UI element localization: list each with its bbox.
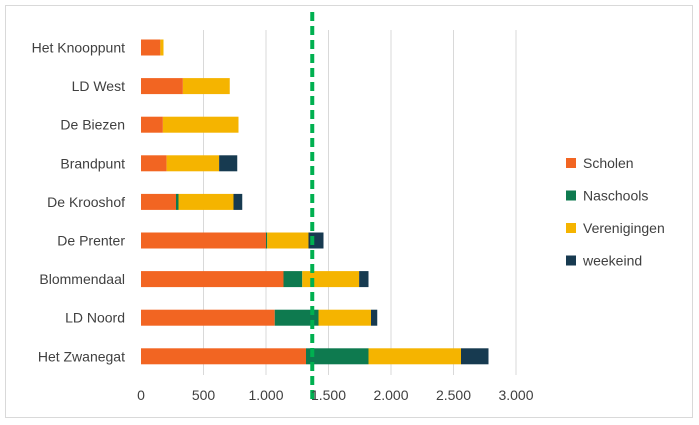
- bar-naschools-4: [176, 193, 179, 210]
- legend-label-weekeind: weekeind: [582, 253, 642, 269]
- category-label: De Biezen: [60, 117, 125, 133]
- legend-swatch-weekeind: [566, 255, 576, 266]
- bar-verenigingen-1: [182, 78, 230, 95]
- bar-weekeind-4: [233, 193, 243, 210]
- bar-scholen-3: [141, 155, 167, 172]
- bar-scholen-4: [141, 193, 176, 210]
- category-label: LD West: [72, 78, 126, 94]
- category-label: Brandpunt: [60, 155, 125, 171]
- bar-verenigingen-6: [302, 271, 360, 288]
- bar-naschools-8: [306, 348, 369, 365]
- bar-verenigingen-5: [267, 232, 309, 249]
- bar-scholen-0: [141, 39, 161, 56]
- legend-label-verenigingen: Verenigingen: [583, 220, 665, 236]
- bar-scholen-5: [141, 232, 266, 249]
- legend-swatch-scholen: [566, 158, 576, 168]
- bar-verenigingen-8: [368, 348, 461, 365]
- bar-naschools-5: [266, 232, 268, 249]
- category-label: Het Zwanegat: [38, 348, 125, 364]
- bar-verenigingen-2: [162, 116, 239, 133]
- tick-label: 1.500: [311, 387, 346, 403]
- bar-verenigingen-4: [178, 193, 234, 210]
- bars: [141, 39, 489, 365]
- bar-scholen-1: [141, 78, 183, 95]
- bar-scholen-2: [141, 116, 163, 133]
- category-labels: Het Knooppunt LD West De Biezen Brandpunt De…: [32, 40, 126, 365]
- category-label: Blommendaal: [39, 271, 125, 287]
- bar-naschools-7: [274, 309, 319, 326]
- bar-weekeind-8: [461, 348, 489, 365]
- bar-weekeind-7: [371, 309, 378, 326]
- bar-verenigingen-7: [318, 309, 371, 326]
- x-axis-tick-labels: 0 500 1.000 1.500 2.000 2.500 3.000: [137, 387, 534, 403]
- bar-scholen-6: [141, 271, 284, 288]
- bar-naschools-6: [283, 271, 303, 288]
- tick-label: 3.000: [498, 387, 533, 403]
- bar-verenigingen-3: [166, 155, 220, 172]
- bar-scholen-8: [141, 348, 306, 365]
- bar-weekeind-6: [359, 271, 369, 288]
- tick-label: 1.000: [248, 387, 283, 403]
- bar-weekeind-3: [219, 155, 238, 172]
- legend: Scholen Naschools Verenigingen weekeind: [566, 155, 665, 269]
- tick-label: 2.000: [373, 387, 408, 403]
- legend-label-naschools: Naschools: [583, 188, 648, 204]
- tick-label: 500: [192, 387, 216, 403]
- tick-label: 2.500: [436, 387, 471, 403]
- legend-swatch-verenigingen: [566, 223, 576, 233]
- category-label: LD Noord: [65, 310, 125, 326]
- category-label: Het Knooppunt: [32, 40, 126, 56]
- legend-label-scholen: Scholen: [583, 155, 634, 171]
- bar-verenigingen-0: [160, 39, 164, 56]
- bar-scholen-7: [141, 309, 275, 326]
- category-label: De Krooshof: [47, 194, 125, 210]
- category-label: De Prenter: [57, 233, 125, 249]
- tick-label: 0: [137, 387, 145, 403]
- legend-swatch-naschools: [566, 190, 576, 201]
